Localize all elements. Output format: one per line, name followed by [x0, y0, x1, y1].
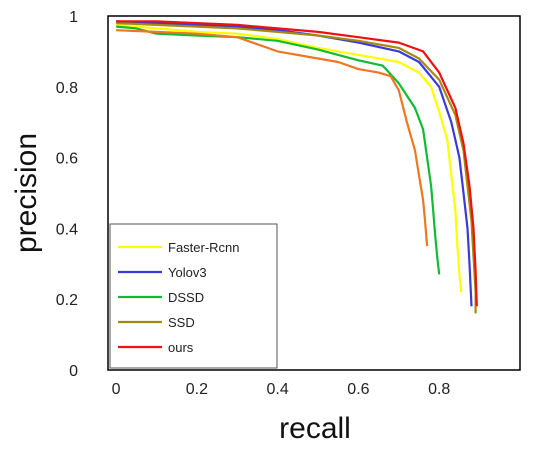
series-line-ours — [116, 20, 478, 307]
legend: Faster-Rcnn Yolov3 DSSD SSD ours — [109, 223, 278, 369]
series-line-faster-rcnn — [116, 23, 463, 293]
y-tick-label: 1 — [69, 9, 78, 26]
y-tick-label: 0.4 — [56, 221, 78, 238]
y-axis-label: precision — [10, 133, 43, 253]
x-tick-label: 0.4 — [267, 381, 289, 398]
y-tick-label: 0.6 — [56, 151, 78, 168]
legend-label: ours — [168, 340, 194, 355]
y-axis-ticks: 0 0.2 0.4 0.6 0.8 1 — [56, 9, 78, 380]
x-tick-label: 0 — [112, 381, 121, 398]
series-line-yolov3 — [116, 20, 473, 307]
x-tick-label: 0.8 — [428, 381, 450, 398]
legend-label: Faster-Rcnn — [168, 240, 240, 255]
legend-items: Faster-Rcnn Yolov3 DSSD SSD ours — [118, 240, 240, 355]
y-tick-label: 0.2 — [56, 292, 78, 309]
plot-frame — [107, 15, 521, 371]
x-axis-ticks: 0 0.2 0.4 0.6 0.8 — [112, 381, 451, 398]
series-line-dssd — [116, 25, 441, 275]
legend-label: Yolov3 — [168, 265, 207, 280]
x-axis-label: recall — [279, 412, 351, 445]
series-line-ssd — [116, 22, 477, 314]
series-layer — [116, 20, 478, 314]
series-line-unlabeled-5 — [116, 29, 429, 247]
x-tick-label: 0.6 — [347, 381, 369, 398]
plot-area — [107, 15, 521, 371]
legend-label: SSD — [168, 315, 195, 330]
y-tick-label: 0.8 — [56, 80, 78, 97]
legend-label: DSSD — [168, 290, 204, 305]
y-tick-label: 0 — [69, 363, 78, 380]
x-tick-label: 0.2 — [186, 381, 208, 398]
